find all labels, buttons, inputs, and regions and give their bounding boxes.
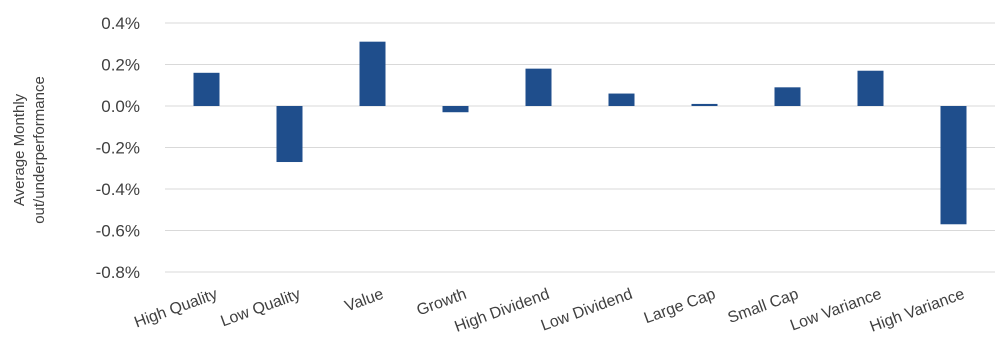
bar-low-quality xyxy=(276,106,303,163)
y-tick-label: 0.4% xyxy=(101,14,140,33)
bar-small-cap xyxy=(774,87,801,106)
x-tick-label: High Dividend xyxy=(452,286,551,336)
y-tick-label: -0.6% xyxy=(96,222,140,241)
gridlines xyxy=(165,22,995,273)
x-tick-label: Growth xyxy=(415,286,469,320)
bars xyxy=(193,41,967,225)
x-tick-label: High Variance xyxy=(868,286,967,336)
x-tick-label: High Quality xyxy=(132,286,220,332)
y-tick-label: -0.4% xyxy=(96,180,140,199)
bar-high-variance xyxy=(940,106,967,225)
y-tick-label: -0.8% xyxy=(96,263,140,282)
y-axis-ticks: 0.4% 0.2% 0.0% -0.2% -0.4% -0.6% -0.8% xyxy=(96,14,140,282)
y-tick-label: 0.0% xyxy=(101,97,140,116)
y-axis-title-line: Average Monthly xyxy=(11,93,28,206)
y-axis-title: Average Monthly out/underperformance xyxy=(11,76,48,224)
bar-high-quality xyxy=(193,72,220,106)
bar-growth xyxy=(442,106,469,113)
bar-high-dividend xyxy=(525,68,552,106)
bar-value xyxy=(359,41,386,106)
x-tick-label: Low Quality xyxy=(219,286,303,331)
bar-low-variance xyxy=(857,70,884,106)
x-tick-label: Low Dividend xyxy=(539,286,635,335)
y-axis-title-line: out/underperformance xyxy=(31,76,48,224)
y-tick-label: -0.2% xyxy=(96,139,140,158)
bar-large-cap xyxy=(691,103,718,106)
y-tick-label: 0.2% xyxy=(101,56,140,75)
y-axis-title-text: Average Monthly out/underperformance xyxy=(11,76,48,224)
x-tick-label: Value xyxy=(343,286,386,316)
bar-low-dividend xyxy=(608,93,635,106)
x-tick-label: Large Cap xyxy=(642,286,718,328)
